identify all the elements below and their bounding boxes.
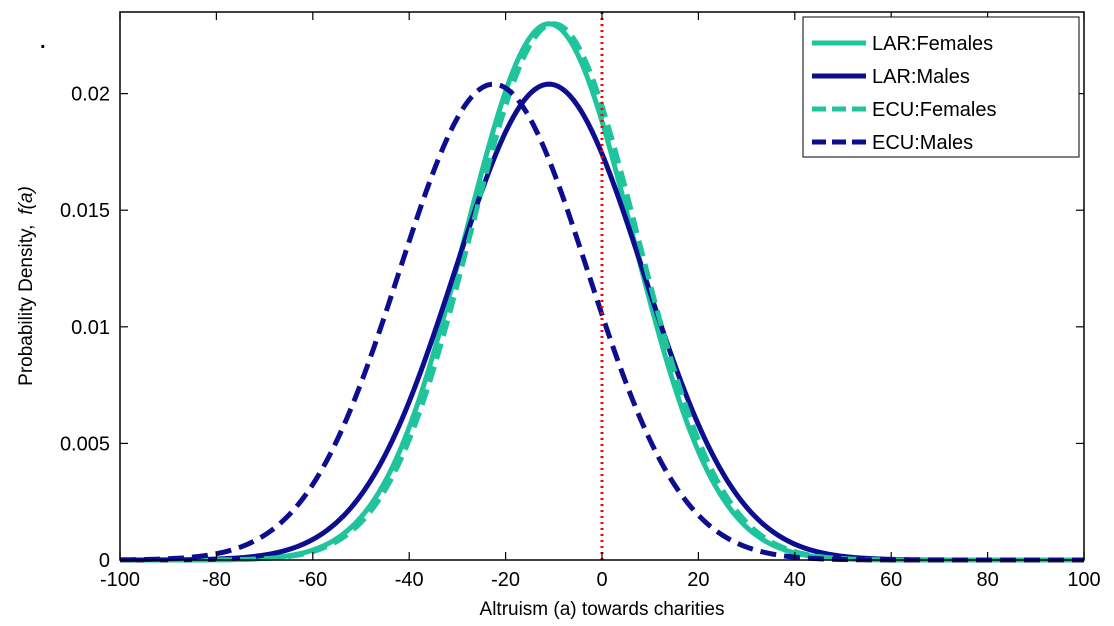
x-tick-label: 60	[880, 569, 902, 591]
x-axis-label: Altruism (a) towards charities	[480, 599, 725, 620]
legend-label: ECU:Females	[872, 99, 996, 121]
y-axis-label-symbol: f(a)	[16, 186, 37, 215]
x-tick-label: 100	[1067, 569, 1100, 591]
y-axis-label-text: Probability Density,	[16, 225, 37, 386]
x-tick-label: 40	[784, 569, 806, 591]
x-tick-label: 80	[976, 569, 998, 591]
legend-label: LAR:Females	[872, 33, 993, 55]
x-axis: -100 -80 -60 -40 -20 0 20 40 60 80 100	[100, 12, 1101, 591]
x-tick-label: -100	[100, 569, 140, 591]
y-tick-label: 0	[99, 550, 110, 572]
y-axis: 0 0.005 0.01 0.015 0.02	[60, 84, 1084, 572]
y-axis-label: Probability Density, f(a)	[16, 186, 37, 386]
legend: LAR:Females LAR:Males ECU:Females ECU:Males	[802, 16, 1080, 158]
x-tick-label: -60	[298, 569, 327, 591]
x-tick-label: -20	[491, 569, 520, 591]
series-line	[119, 81, 1085, 563]
stray-mark: .	[40, 31, 46, 53]
y-tick-label: 0.015	[60, 200, 110, 222]
legend-label: ECU:Males	[872, 132, 973, 154]
y-tick-label: 0.02	[71, 84, 110, 106]
x-tick-label: -80	[202, 569, 231, 591]
legend-box	[802, 16, 1080, 158]
legend-label: LAR:Males	[872, 66, 970, 88]
x-tick-label: 20	[687, 569, 709, 591]
y-tick-label: 0.01	[71, 317, 110, 339]
y-tick-label: 0.005	[60, 433, 110, 455]
x-tick-label: -40	[395, 569, 424, 591]
x-tick-label: 0	[596, 569, 607, 591]
